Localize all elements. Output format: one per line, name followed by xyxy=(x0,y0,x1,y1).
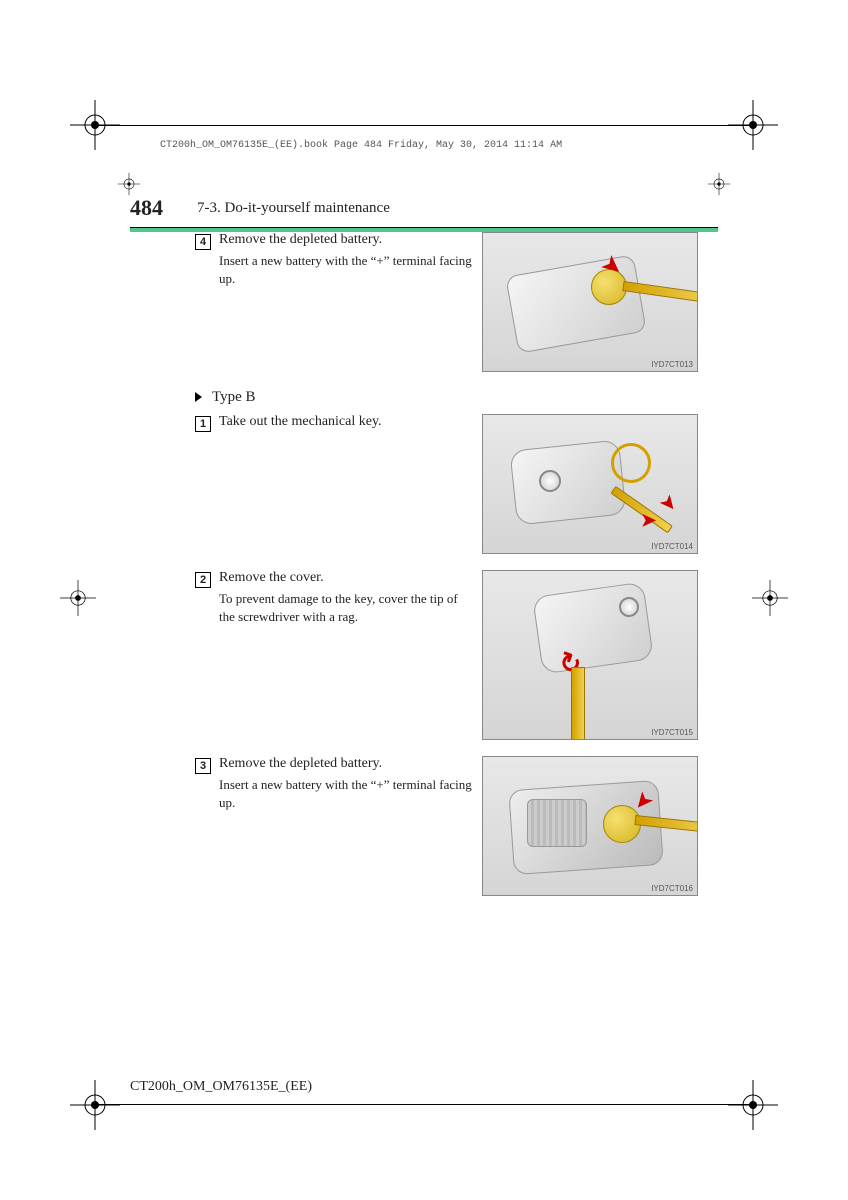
keyring-icon xyxy=(611,443,651,483)
step-row: 4 Remove the depleted battery. Insert a … xyxy=(195,232,698,372)
step-text: Take out the mechanical key. xyxy=(219,414,482,434)
content-area: 4 Remove the depleted battery. Insert a … xyxy=(195,232,698,912)
figure-battery-replace: ➤ IYD7CT013 xyxy=(482,232,698,372)
step-text: Remove the depleted battery. Insert a ne… xyxy=(219,756,482,811)
figure-remove-key: ➤ ➤ IYD7CT014 xyxy=(482,414,698,554)
arrow-icon: ➤ xyxy=(641,510,656,531)
crop-mark-icon xyxy=(60,580,96,616)
page-header: 484 7-3. Do-it-yourself maintenance xyxy=(130,195,718,230)
step-number-box: 1 xyxy=(195,416,211,432)
step-heading: Remove the depleted battery. xyxy=(219,232,472,248)
logo-icon xyxy=(539,470,561,492)
logo-icon xyxy=(619,597,639,617)
type-b-heading: Type B xyxy=(195,388,698,406)
crop-line xyxy=(95,1104,753,1105)
figure-remove-cover: ↺ IYD7CT015 xyxy=(482,570,698,740)
type-b-label: Type B xyxy=(212,389,256,405)
step-row: 3 Remove the depleted battery. Insert a … xyxy=(195,756,698,896)
step-subtext: Insert a new battery with the “+” termin… xyxy=(219,252,472,287)
crop-line xyxy=(95,125,753,126)
arrow-icon: ➤ xyxy=(656,491,682,516)
step-subtext: Insert a new battery with the “+” termin… xyxy=(219,776,472,811)
step-subtext: To prevent damage to the key, cover the … xyxy=(219,590,472,625)
circuit-icon xyxy=(527,799,587,847)
footer-doc-id: CT200h_OM_OM76135E_(EE) xyxy=(130,1079,312,1095)
step-row: 2 Remove the cover. To prevent damage to… xyxy=(195,570,698,740)
step-text: Remove the cover. To prevent damage to t… xyxy=(219,570,482,625)
figure-label: IYD7CT015 xyxy=(651,728,693,737)
step-row: 1 Take out the mechanical key. ➤ ➤ IYD7C… xyxy=(195,414,698,554)
step-heading: Remove the depleted battery. xyxy=(219,756,472,772)
step-number-box: 3 xyxy=(195,758,211,774)
step-heading: Remove the cover. xyxy=(219,570,472,586)
step-text: Remove the depleted battery. Insert a ne… xyxy=(219,232,482,287)
step-number-box: 4 xyxy=(195,234,211,250)
book-source-header: CT200h_OM_OM76135E_(EE).book Page 484 Fr… xyxy=(160,140,562,151)
section-title: 7-3. Do-it-yourself maintenance xyxy=(197,200,390,217)
figure-battery-replace-b: ➤ IYD7CT016 xyxy=(482,756,698,896)
triangle-bullet-icon xyxy=(195,392,202,402)
crop-mark-icon xyxy=(728,1080,778,1130)
figure-label: IYD7CT013 xyxy=(651,360,693,369)
page-number: 484 xyxy=(130,195,163,221)
figure-label: IYD7CT016 xyxy=(651,884,693,893)
crop-mark-icon xyxy=(70,1080,120,1130)
step-heading: Take out the mechanical key. xyxy=(219,414,472,430)
crop-mark-icon xyxy=(752,580,788,616)
figure-label: IYD7CT014 xyxy=(651,542,693,551)
step-number-box: 2 xyxy=(195,572,211,588)
header-rule xyxy=(130,227,718,230)
